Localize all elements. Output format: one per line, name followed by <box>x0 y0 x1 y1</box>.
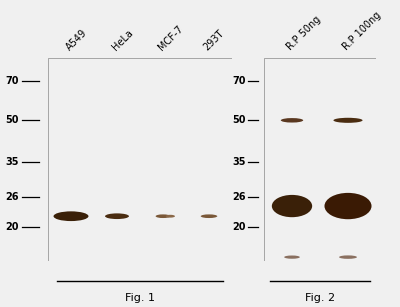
Text: 35: 35 <box>232 157 246 167</box>
Text: 35: 35 <box>5 157 18 167</box>
Text: 20: 20 <box>232 222 246 232</box>
Text: HeLa: HeLa <box>110 28 134 52</box>
Text: 50: 50 <box>232 115 246 125</box>
Ellipse shape <box>281 118 303 122</box>
Ellipse shape <box>166 215 175 218</box>
Text: 20: 20 <box>5 222 18 232</box>
Ellipse shape <box>201 214 217 218</box>
Ellipse shape <box>105 213 129 219</box>
Text: 70: 70 <box>5 76 18 86</box>
Text: 70: 70 <box>232 76 246 86</box>
Ellipse shape <box>334 118 362 123</box>
Ellipse shape <box>324 193 372 219</box>
Ellipse shape <box>284 255 300 259</box>
Text: MCF-7: MCF-7 <box>156 24 185 52</box>
Text: R.P 100ng: R.P 100ng <box>341 10 383 52</box>
Text: Fig. 2: Fig. 2 <box>305 293 335 303</box>
Ellipse shape <box>156 214 170 218</box>
Ellipse shape <box>272 195 312 217</box>
Text: 26: 26 <box>232 192 246 202</box>
Text: Fig. 1: Fig. 1 <box>125 293 155 303</box>
Text: 26: 26 <box>5 192 18 202</box>
Text: 50: 50 <box>5 115 18 125</box>
Ellipse shape <box>339 255 357 259</box>
Ellipse shape <box>54 211 88 221</box>
Text: 293T: 293T <box>202 28 226 52</box>
Text: A549: A549 <box>64 27 89 52</box>
Text: R.P 50ng: R.P 50ng <box>285 14 323 52</box>
